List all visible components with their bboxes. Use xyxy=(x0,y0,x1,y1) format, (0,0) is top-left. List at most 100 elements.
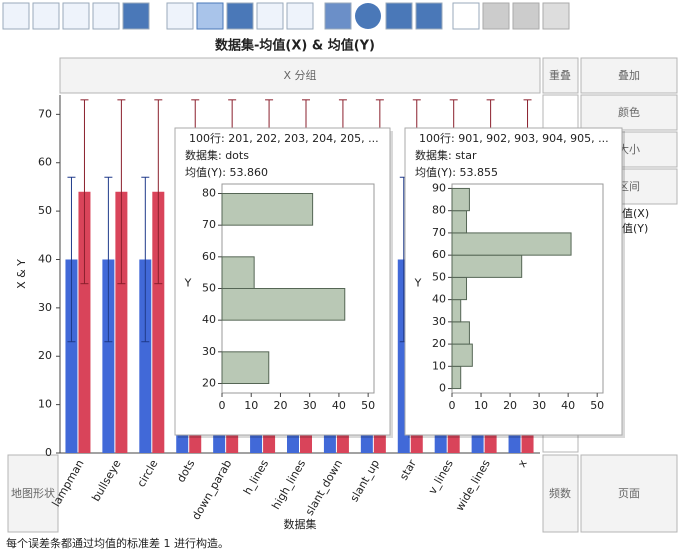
tool-icon[interactable] xyxy=(324,2,352,30)
x-tick-label: 30 xyxy=(303,399,317,412)
error-bar xyxy=(117,99,126,285)
tool-icon[interactable] xyxy=(286,2,314,30)
error-bar xyxy=(104,176,113,343)
error-bar xyxy=(80,99,89,285)
error-bar xyxy=(67,176,76,343)
bar xyxy=(139,259,152,453)
tool-icon[interactable] xyxy=(385,2,413,30)
tool-icon[interactable] xyxy=(62,2,90,30)
zone[interactable] xyxy=(59,57,541,94)
x-tick-label: slant_up xyxy=(348,457,382,504)
bar xyxy=(152,191,165,453)
y-tick-label: 10 xyxy=(38,398,52,411)
tool-icon-selected[interactable] xyxy=(196,2,224,30)
zone[interactable] xyxy=(7,454,59,533)
hist-bar xyxy=(451,210,468,234)
tool-icon[interactable] xyxy=(415,2,443,30)
bar xyxy=(78,191,91,453)
x-tick-label: circle xyxy=(135,457,161,489)
tool-icon[interactable] xyxy=(92,2,120,30)
tool-icon[interactable] xyxy=(32,2,60,30)
x-tick-label: star xyxy=(397,457,419,482)
x-tick-label: wide_lines xyxy=(453,457,493,513)
y-tick-label: 90 xyxy=(432,181,446,194)
x-tick-label: slant_down xyxy=(303,457,345,517)
tool-icon[interactable] xyxy=(355,3,381,29)
zone-label: 大小 xyxy=(618,142,640,156)
tooltip-line: 均值(Y): 53.860 xyxy=(185,166,268,179)
hist-bar xyxy=(451,343,473,367)
x-tick-label: down_parab xyxy=(190,457,235,522)
tooltip-line: 均值(Y): 53.855 xyxy=(415,166,498,179)
footnote: 每个误差条都通过均值的标准差 1 进行构造。 xyxy=(6,536,229,550)
y-tick-label: 40 xyxy=(38,252,52,265)
y-tick-label: 60 xyxy=(202,250,216,263)
y-tick-label: 20 xyxy=(202,377,216,390)
hist-bar xyxy=(451,321,470,345)
y-tick-label: 80 xyxy=(202,187,216,200)
y-tick-label: 70 xyxy=(432,226,446,239)
hist-bar xyxy=(451,254,523,278)
y-tick-label: 10 xyxy=(432,359,446,372)
zone-label: 地图形状 xyxy=(11,486,55,500)
x-tick-label: h_lines xyxy=(241,457,271,497)
zone[interactable] xyxy=(580,57,678,94)
zone-label: 页面 xyxy=(618,487,640,500)
x-tick-label: 0 xyxy=(449,399,456,412)
y-tick-label: 30 xyxy=(432,315,446,328)
y-axis-label: Y xyxy=(414,277,422,290)
hist-bar xyxy=(451,232,572,256)
y-tick-label: 40 xyxy=(202,313,216,326)
chart-title: 数据集-均值(X) & 均值(Y) xyxy=(215,38,375,54)
y-tick-label: 50 xyxy=(432,270,446,283)
zone-label: 颜色 xyxy=(618,105,640,119)
y-tick-label: 40 xyxy=(432,293,446,306)
tool-icon[interactable] xyxy=(226,2,254,30)
y-tick-label: 20 xyxy=(432,337,446,350)
tooltip: 100行: 201, 202, 203, 204, 205, ... 数据集: d… xyxy=(174,127,393,438)
zone[interactable] xyxy=(580,94,678,131)
tooltip-line: 数据集: star xyxy=(415,148,477,162)
tool-icon[interactable] xyxy=(256,2,284,30)
y-tick-label: 50 xyxy=(202,282,216,295)
hist-frame xyxy=(451,183,604,394)
zone-label: 频数 xyxy=(549,486,571,500)
y-tick-label: 70 xyxy=(202,218,216,231)
y-tick-label: 80 xyxy=(432,204,446,217)
y-tick-label: 30 xyxy=(202,345,216,358)
tooltip-line: 100行: 201, 202, 203, 204, 205, ... xyxy=(189,132,379,145)
bar xyxy=(115,191,128,453)
x-tick-label: 10 xyxy=(474,399,488,412)
tool-icon[interactable] xyxy=(452,2,480,30)
tool-icon[interactable] xyxy=(166,2,194,30)
x-tick-label: 40 xyxy=(561,399,575,412)
hist-bar xyxy=(221,256,255,290)
y-tick-label: 50 xyxy=(38,204,52,217)
y-tick-label: 60 xyxy=(38,156,52,169)
x-tick-label: 20 xyxy=(273,399,287,412)
tool-icon-disabled xyxy=(482,2,510,30)
x-tick-label: 10 xyxy=(244,399,258,412)
x-tick-label: 50 xyxy=(590,399,604,412)
tool-icon[interactable] xyxy=(122,2,150,30)
hist-bar xyxy=(451,276,468,301)
x-tick-label: x xyxy=(515,457,530,470)
y-tick-label: 30 xyxy=(38,301,52,314)
y-tick-label: 0 xyxy=(45,446,52,459)
y-tick-label: 20 xyxy=(38,349,52,362)
tool-icon-disabled xyxy=(512,2,540,30)
zone-label: X 分组 xyxy=(283,68,316,82)
y-tick-label: 70 xyxy=(38,107,52,120)
bar xyxy=(65,259,78,453)
tool-icon[interactable] xyxy=(2,2,30,30)
zone[interactable] xyxy=(542,454,579,533)
zone-label: 区间 xyxy=(618,180,640,193)
zone[interactable] xyxy=(580,454,678,533)
zone[interactable] xyxy=(542,57,579,94)
hist-bar xyxy=(221,351,270,385)
zone-label: 叠加 xyxy=(618,69,640,82)
error-bar xyxy=(154,99,163,285)
toolbar xyxy=(2,2,570,30)
x-tick-label: 0 xyxy=(219,399,226,412)
x-tick-label: v_lines xyxy=(426,457,456,496)
